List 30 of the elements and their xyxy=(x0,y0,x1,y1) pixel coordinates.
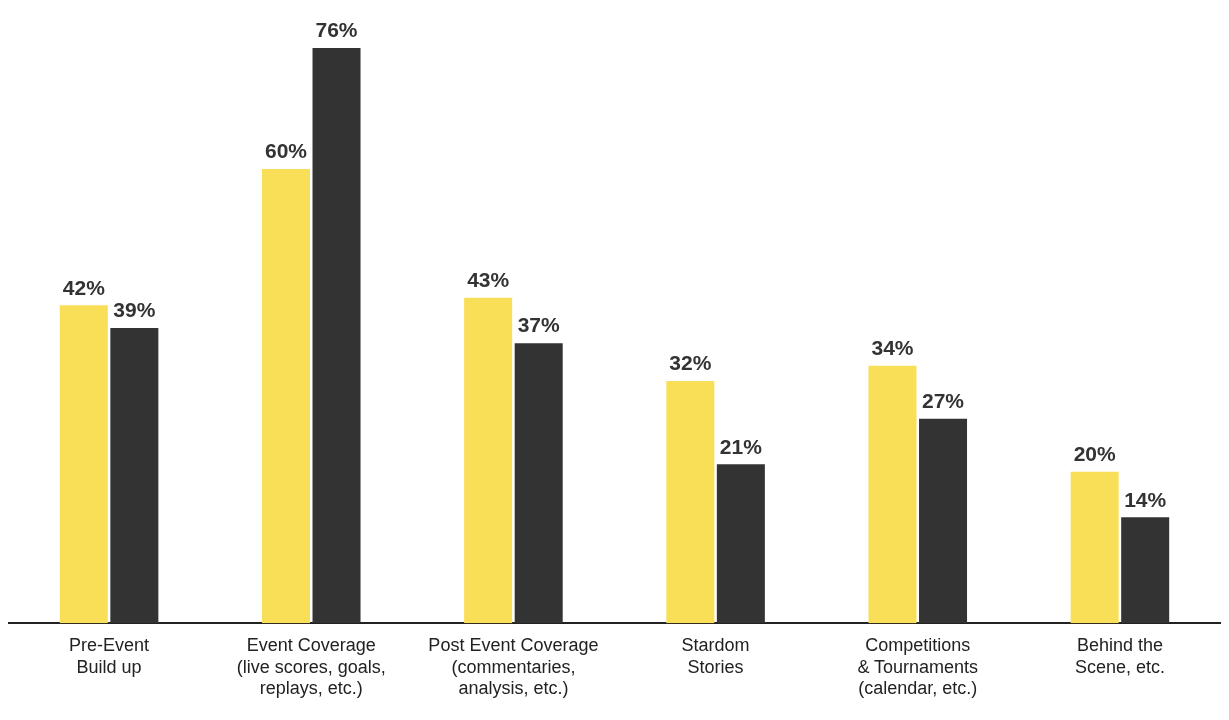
data-label: 60% xyxy=(264,139,308,163)
data-label: 27% xyxy=(922,389,965,413)
bar xyxy=(868,365,917,624)
bar xyxy=(1121,517,1170,624)
data-label: 37% xyxy=(517,313,561,337)
x-tick-label: Competitions & Tournaments (calendar, etc.) xyxy=(857,634,979,699)
bar xyxy=(666,381,715,624)
data-label: 43% xyxy=(467,268,510,292)
data-label: 32% xyxy=(669,351,712,375)
bar xyxy=(514,343,563,624)
bar xyxy=(110,328,159,624)
x-tick-label: Behind the Scene, etc. xyxy=(1074,634,1165,677)
data-label: 20% xyxy=(1073,442,1116,466)
bar xyxy=(1070,471,1119,624)
data-label: 42% xyxy=(62,275,106,299)
bar xyxy=(59,305,108,624)
x-tick-label: Post Event Coverage (commentaries, analysis, etc.) xyxy=(428,634,599,699)
data-label: 21% xyxy=(719,434,763,458)
x-tick-label: Event Coverage (live scores, goals, replays, etc.) xyxy=(236,634,386,699)
bar xyxy=(716,464,765,624)
bar xyxy=(919,418,968,624)
data-label: 39% xyxy=(113,298,156,322)
bar xyxy=(464,297,513,624)
x-tick-label: Stardom Stories xyxy=(681,634,750,677)
data-label: 34% xyxy=(871,336,914,360)
data-label: 76% xyxy=(315,18,358,42)
bar xyxy=(312,48,361,624)
data-label: 14% xyxy=(1124,487,1167,511)
x-tick-label: Pre-Event Build up xyxy=(69,634,150,677)
bar xyxy=(261,169,310,624)
